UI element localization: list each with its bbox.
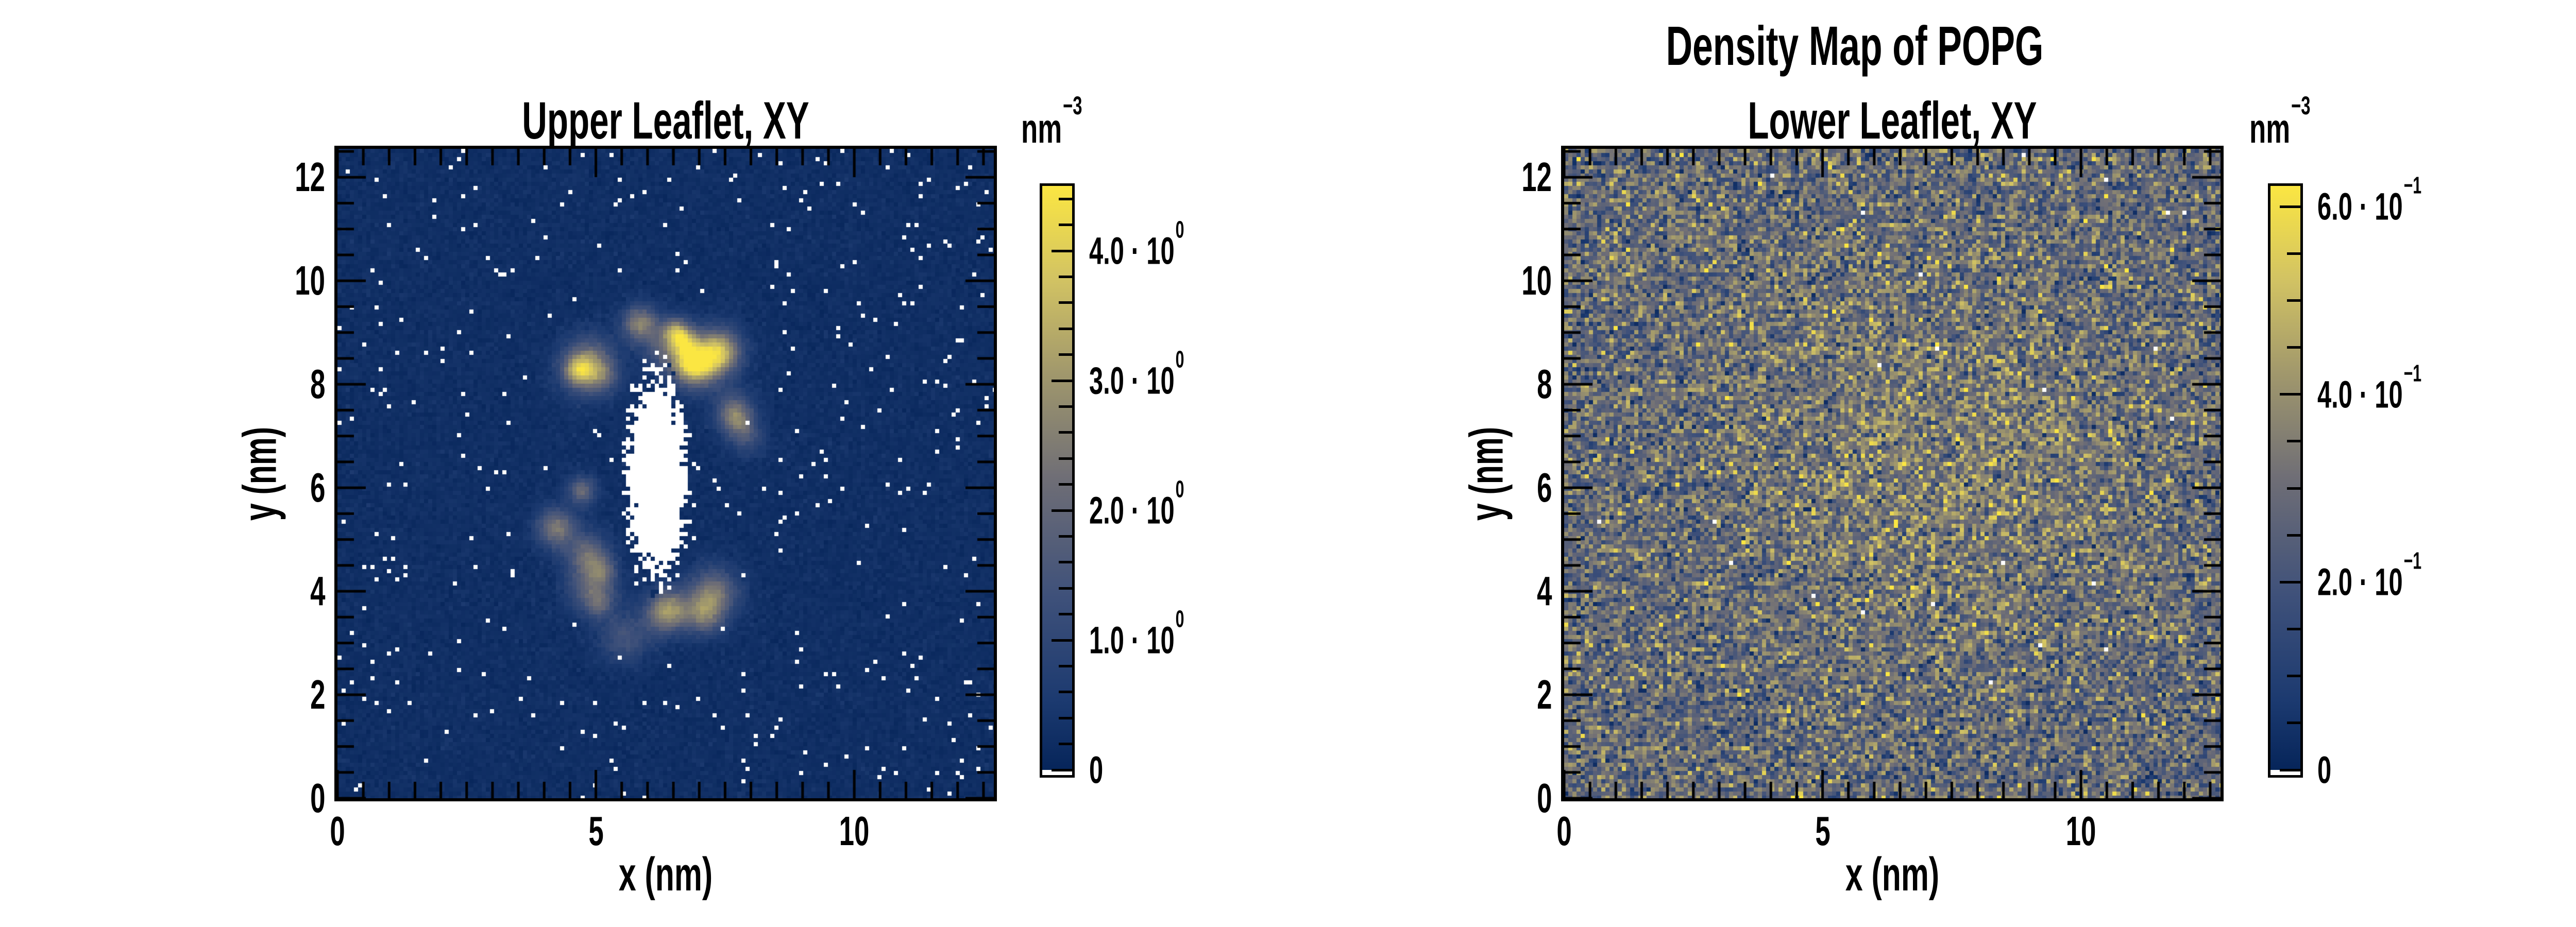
- plot-area: [1561, 146, 2224, 801]
- x-tick-label: 5: [1815, 808, 1831, 854]
- colorbar-major-tick: [2280, 205, 2300, 208]
- plot-area: [334, 146, 997, 801]
- x-tick-label: 5: [588, 808, 604, 854]
- colorbar-tick-label: 1.0 · 100: [1089, 605, 1184, 662]
- colorbar-major-tick: [1052, 509, 1072, 512]
- colorbar-minor-tick: [1059, 664, 1072, 667]
- x-axis-label: x (nm): [1845, 848, 1940, 901]
- colorbar-minor-tick: [2287, 299, 2300, 302]
- colorbar-unit-label: nm−3: [2249, 91, 2311, 151]
- colorbar-minor-tick: [1059, 197, 1072, 200]
- colorbar-minor-tick: [1059, 587, 1072, 590]
- y-tick-label: 6: [310, 465, 325, 511]
- colorbar-minor-tick: [1059, 743, 1072, 746]
- colorbar-gradient: [1042, 186, 1072, 775]
- panel-title: Upper Leaflet, XY: [522, 91, 809, 150]
- colorbar-major-tick: [1052, 379, 1072, 382]
- colorbar-gradient: [2270, 186, 2300, 775]
- colorbar-major-tick: [1052, 768, 1072, 771]
- y-tick-label: 2: [1536, 672, 1552, 718]
- y-tick-label: 4: [310, 568, 325, 614]
- colorbar-minor-tick: [1059, 431, 1072, 434]
- colorbar-major-tick: [1052, 249, 1072, 252]
- y-tick-label: 6: [1536, 465, 1552, 511]
- colorbar-minor-tick: [1059, 405, 1072, 408]
- heatmap-canvas-upper-leaflet: [337, 149, 994, 798]
- y-tick-label: 4: [1536, 568, 1552, 614]
- y-axis-label: y (nm): [233, 426, 286, 521]
- y-tick-label: 10: [295, 258, 325, 304]
- colorbar-minor-tick: [1059, 535, 1072, 538]
- y-tick-label: 12: [295, 154, 325, 200]
- colorbar-minor-tick: [2287, 534, 2300, 537]
- colorbar-minor-tick: [2287, 440, 2300, 443]
- y-tick-label: 0: [310, 775, 325, 821]
- colorbar-minor-tick: [1059, 275, 1072, 278]
- colorbar-tick-label: 4.0 · 10−1: [2317, 359, 2422, 416]
- x-tick-label: 0: [330, 808, 345, 854]
- colorbar-minor-tick: [1059, 561, 1072, 564]
- colorbar-minor-tick: [1059, 224, 1072, 227]
- colorbar-minor-tick: [1059, 613, 1072, 616]
- x-tick-label: 0: [1556, 808, 1572, 854]
- colorbar-minor-tick: [2287, 252, 2300, 255]
- colorbar-minor-tick: [2287, 628, 2300, 631]
- colorbar-minor-tick: [1059, 457, 1072, 460]
- colorbar-tick-label: 2.0 · 100: [1089, 475, 1184, 532]
- x-axis-label: x (nm): [618, 848, 713, 901]
- colorbar-major-tick: [2280, 768, 2300, 771]
- colorbar-minor-tick: [2287, 722, 2300, 725]
- colorbar-major-tick: [2280, 580, 2300, 583]
- colorbar-zero-strip: [1042, 770, 1072, 775]
- y-tick-label: 0: [1536, 775, 1552, 821]
- colorbar-tick-label: 3.0 · 100: [1089, 346, 1184, 402]
- panel-title: Lower Leaflet, XY: [1748, 91, 2037, 150]
- y-axis-label: y (nm): [1460, 426, 1513, 521]
- y-tick-label: 2: [310, 672, 325, 718]
- y-tick-label: 12: [1521, 154, 1552, 200]
- colorbar-minor-tick: [1059, 327, 1072, 330]
- colorbar-tick-label: 4.0 · 100: [1089, 216, 1184, 272]
- colorbar-minor-tick: [2287, 675, 2300, 678]
- colorbar-major-tick: [2280, 393, 2300, 396]
- y-tick-label: 8: [1536, 361, 1552, 407]
- colorbar: [1040, 183, 1075, 778]
- colorbar-minor-tick: [1059, 691, 1072, 694]
- figure-title: Density Map of POPG: [1666, 14, 2044, 77]
- x-tick-label: 10: [839, 808, 870, 854]
- colorbar-tick-label: 2.0 · 10−1: [2317, 547, 2422, 604]
- heatmap-canvas-lower-leaflet: [1564, 149, 2221, 798]
- colorbar-unit-label: nm−3: [1021, 91, 1082, 151]
- colorbar-minor-tick: [1059, 716, 1072, 719]
- colorbar-minor-tick: [1059, 353, 1072, 356]
- colorbar-tick-label: 0: [2317, 748, 2332, 792]
- x-tick-label: 10: [2065, 808, 2096, 854]
- colorbar-tick-label: 6.0 · 10−1: [2317, 171, 2422, 228]
- colorbar-zero-strip: [2270, 770, 2300, 775]
- y-tick-label: 8: [310, 361, 325, 407]
- colorbar-tick-label: 0: [1089, 748, 1104, 792]
- colorbar-minor-tick: [2287, 487, 2300, 490]
- colorbar-minor-tick: [1059, 483, 1072, 486]
- y-tick-label: 10: [1521, 258, 1552, 304]
- colorbar-minor-tick: [2287, 346, 2300, 349]
- colorbar-major-tick: [1052, 639, 1072, 642]
- colorbar: [2268, 183, 2303, 778]
- colorbar-minor-tick: [1059, 301, 1072, 304]
